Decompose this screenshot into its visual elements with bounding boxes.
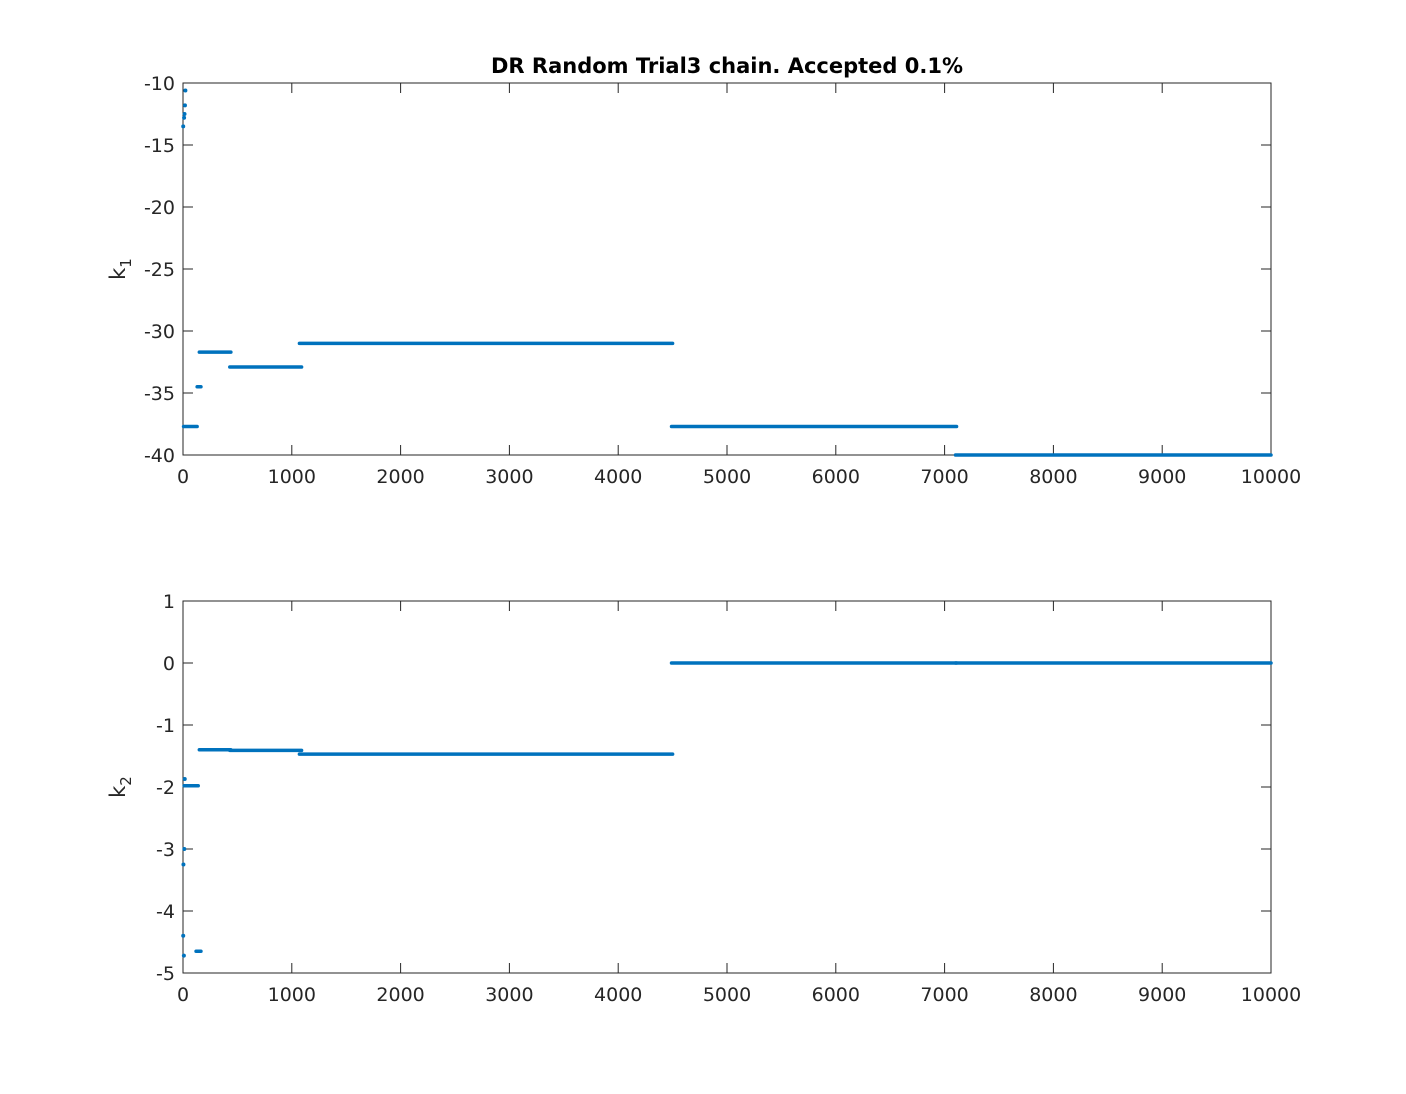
x-tick-label: 4000 [594,984,642,1006]
y-axis-label-subscript: 1 [117,258,135,268]
y-tick-label: -3 [156,839,175,861]
x-tick-label: 5000 [703,466,751,488]
data-point [182,103,187,108]
y-tick-label: 1 [163,591,175,613]
x-tick-label: 9000 [1138,466,1186,488]
y-axis-label-subscript: 2 [117,776,135,786]
x-tick-label: 0 [177,984,189,1006]
y-tick-label: -4 [156,901,175,923]
x-tick-label: 1000 [268,466,316,488]
x-tick-label: 6000 [812,466,860,488]
x-tick-label: 0 [177,466,189,488]
x-tick-label: 9000 [1138,984,1186,1006]
y-tick-label: -35 [144,383,175,405]
chart-title: DR Random Trial3 chain. Accepted 0.1% [491,54,963,78]
x-tick-label: 6000 [812,984,860,1006]
y-tick-label: -15 [144,135,175,157]
y-tick-label: -5 [156,963,175,985]
y-axis-label: k2 [106,776,135,798]
x-tick-label: 7000 [920,466,968,488]
x-tick-label: 3000 [485,466,533,488]
data-point [183,88,188,93]
y-axis-label: k1 [106,258,135,280]
data-point [181,953,186,958]
x-tick-label: 8000 [1029,466,1077,488]
data-point [181,933,186,938]
data-point [182,776,187,781]
data-point [182,115,187,120]
data-point [182,112,187,116]
y-tick-label: -20 [144,197,175,219]
y-tick-label: -40 [144,445,175,467]
x-tick-label: 2000 [376,984,424,1006]
x-tick-label: 3000 [485,984,533,1006]
x-tick-label: 8000 [1029,984,1077,1006]
y-tick-label: 0 [163,653,175,675]
x-tick-label: 7000 [920,984,968,1006]
x-tick-label: 10000 [1241,466,1301,488]
x-tick-label: 1000 [268,984,316,1006]
y-tick-label: -2 [156,777,175,799]
x-tick-label: 2000 [376,466,424,488]
x-tick-label: 4000 [594,466,642,488]
data-point [181,124,186,129]
y-tick-label: -10 [144,73,175,95]
y-axis-label-base: k [106,267,130,280]
y-tick-label: -30 [144,321,175,343]
x-tick-label: 5000 [703,984,751,1006]
axes-k2: 0 1000 2000 3000 4000 5000 6000 7000 8000 9000 100… [106,591,1301,1006]
axes-k1: 0 1000 2000 3000 4000 5000 6000 7000 8000 9000 100… [106,73,1301,488]
x-tick-label: 10000 [1241,984,1301,1006]
y-axis-label-base: k [106,785,130,798]
y-tick-label: -25 [144,259,175,281]
data-point [181,862,186,867]
y-tick-label: -1 [156,715,175,737]
data-point [182,847,187,851]
